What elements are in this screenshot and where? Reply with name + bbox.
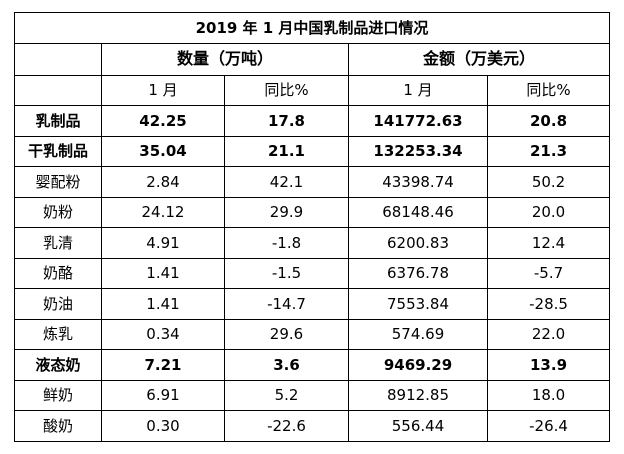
product-name-cell: 干乳制品 [14, 135, 102, 168]
product-name-cell: 奶粉 [14, 196, 102, 229]
quantity-yoy-cell: 21.1 [224, 135, 349, 168]
amount-cell: 68148.46 [348, 196, 488, 229]
amount-cell: 9469.29 [348, 349, 488, 381]
quantity-cell: 35.04 [101, 135, 225, 168]
quantity-cell: 4.91 [101, 227, 225, 259]
table-title: 2019 年 1 月中国乳制品进口情况 [13, 12, 611, 44]
quantity-cell: 1.41 [101, 288, 225, 320]
table-row: 炼乳 0.34 29.6 574.69 22.0 [14, 318, 611, 351]
group-header-row: 数量（万吨） 金额（万美元） [14, 42, 611, 76]
product-name-cell: 鲜奶 [14, 379, 102, 412]
amount-yoy-cell: -28.5 [486, 288, 611, 320]
amount-yoy-cell: 20.0 [486, 196, 611, 229]
quantity-yoy-cell: -1.8 [224, 227, 349, 259]
table-row: 奶粉 24.12 29.9 68148.46 20.0 [14, 196, 611, 229]
product-name-cell: 婴配粉 [14, 166, 102, 198]
quantity-cell: 42.25 [101, 105, 225, 137]
sub-header-row: 1 月 同比% 1 月 同比% [14, 74, 611, 107]
table-row: 乳清 4.91 -1.8 6200.83 12.4 [14, 227, 611, 259]
quantity-yoy-cell: 3.6 [224, 349, 349, 381]
amount-cell: 132253.34 [348, 135, 488, 168]
product-name-cell: 乳制品 [14, 105, 102, 137]
sub-header-amt-yoy: 同比% [486, 74, 611, 107]
amount-cell: 6376.78 [348, 257, 488, 290]
product-name-cell: 乳清 [14, 227, 102, 259]
amount-cell: 141772.63 [348, 105, 488, 137]
amount-yoy-cell: 20.8 [486, 105, 611, 137]
quantity-yoy-cell: 29.9 [224, 196, 349, 229]
sub-header-empty-cell [14, 74, 102, 107]
header-quantity: 数量（万吨） [101, 42, 349, 76]
quantity-cell: 2.84 [101, 166, 225, 198]
quantity-yoy-cell: 42.1 [224, 166, 349, 198]
table-row: 鲜奶 6.91 5.2 8912.85 18.0 [14, 379, 611, 412]
quantity-yoy-cell: -1.5 [224, 257, 349, 290]
table-row: 婴配粉 2.84 42.1 43398.74 50.2 [14, 166, 611, 198]
product-name-cell: 奶酪 [14, 257, 102, 290]
table-row: 奶酪 1.41 -1.5 6376.78 -5.7 [14, 257, 611, 290]
amount-yoy-cell: 13.9 [486, 349, 611, 381]
quantity-cell: 1.41 [101, 257, 225, 290]
quantity-cell: 7.21 [101, 349, 225, 381]
amount-cell: 43398.74 [348, 166, 488, 198]
amount-yoy-cell: 50.2 [486, 166, 611, 198]
table-row: 液态奶 7.21 3.6 9469.29 13.9 [14, 349, 611, 381]
quantity-yoy-cell: 29.6 [224, 318, 349, 351]
header-amount: 金额（万美元） [347, 42, 611, 76]
product-name-cell: 液态奶 [14, 349, 102, 381]
amount-cell: 556.44 [348, 410, 488, 442]
table-body: 2019 年 1 月中国乳制品进口情况 数量（万吨） 金额（万美元） 1 月 同… [13, 12, 611, 442]
product-name-cell: 奶油 [14, 288, 102, 320]
sub-header-amt-month: 1 月 [348, 74, 488, 107]
amount-cell: 8912.85 [348, 379, 488, 412]
amount-yoy-cell: 22.0 [486, 318, 611, 351]
sub-header-qty-yoy: 同比% [224, 74, 349, 107]
product-name-cell: 酸奶 [14, 410, 102, 442]
amount-yoy-cell: 21.3 [486, 135, 611, 168]
amount-yoy-cell: 18.0 [486, 379, 611, 412]
amount-cell: 574.69 [348, 318, 488, 351]
quantity-cell: 6.91 [101, 379, 225, 412]
quantity-cell: 0.30 [101, 410, 225, 442]
amount-cell: 6200.83 [348, 227, 488, 259]
amount-yoy-cell: 12.4 [486, 227, 611, 259]
amount-yoy-cell: -5.7 [486, 257, 611, 290]
product-name-cell: 炼乳 [14, 318, 102, 351]
quantity-yoy-cell: 5.2 [224, 379, 349, 412]
table-row: 奶油 1.41 -14.7 7553.84 -28.5 [14, 288, 611, 320]
table-row: 酸奶 0.30 -22.6 556.44 -26.4 [14, 410, 611, 442]
quantity-cell: 0.34 [101, 318, 225, 351]
amount-yoy-cell: -26.4 [486, 410, 611, 442]
quantity-yoy-cell: 17.8 [224, 105, 349, 137]
header-empty-cell [14, 42, 102, 76]
amount-cell: 7553.84 [348, 288, 488, 320]
sub-header-qty-month: 1 月 [101, 74, 225, 107]
quantity-yoy-cell: -14.7 [224, 288, 349, 320]
dairy-import-table: 2019 年 1 月中国乳制品进口情况 数量（万吨） 金额（万美元） 1 月 同… [13, 12, 611, 442]
quantity-yoy-cell: -22.6 [224, 410, 349, 442]
title-row: 2019 年 1 月中国乳制品进口情况 [13, 12, 611, 44]
quantity-cell: 24.12 [101, 196, 225, 229]
table-row: 干乳制品 35.04 21.1 132253.34 21.3 [14, 135, 611, 168]
table-row: 乳制品 42.25 17.8 141772.63 20.8 [14, 105, 611, 137]
